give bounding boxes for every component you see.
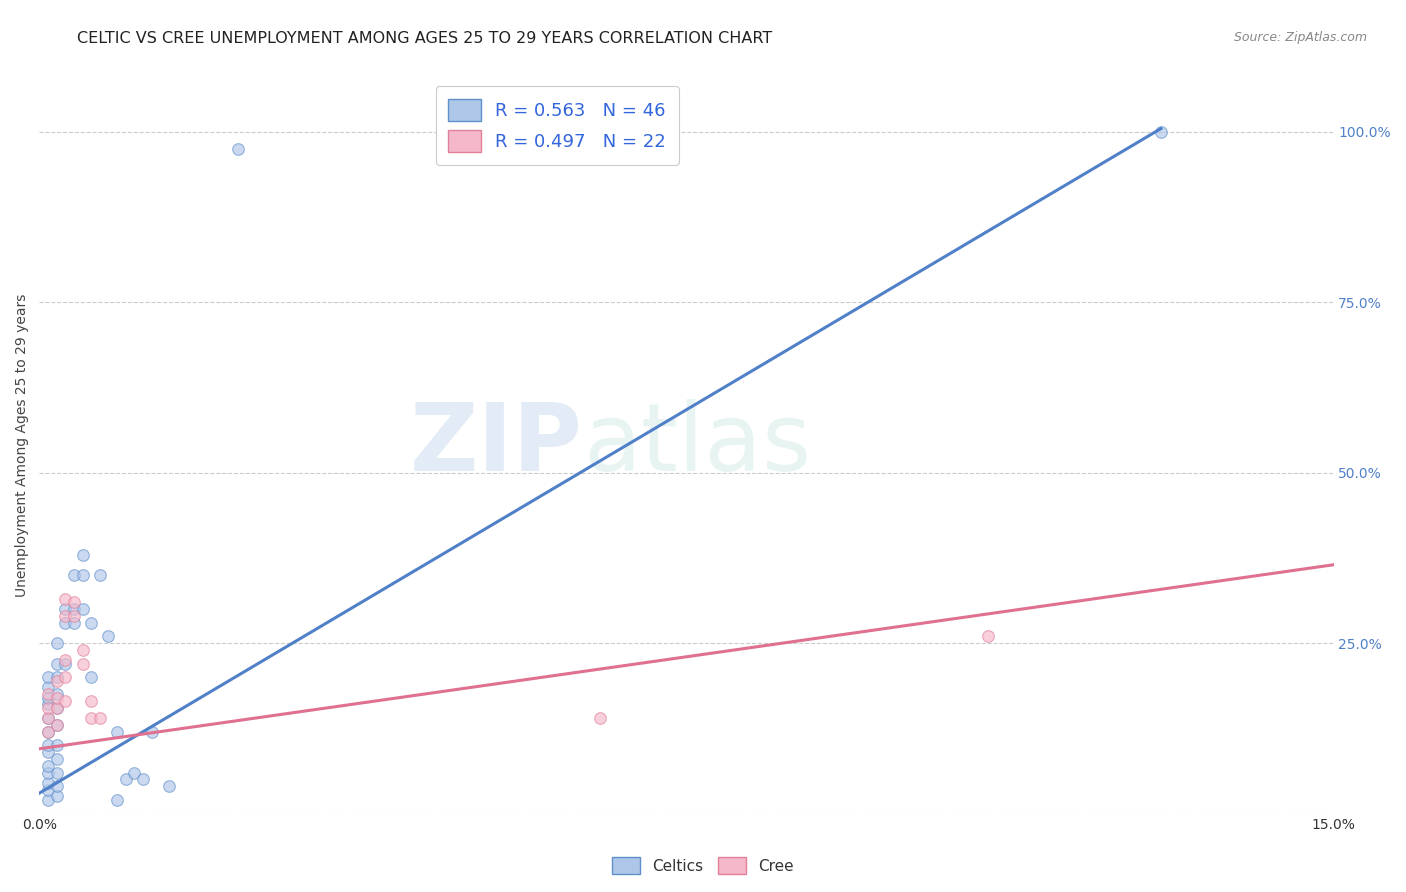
Point: [226, 142, 249, 156]
Point: [45, 673, 67, 688]
Point: [45, 752, 67, 766]
Point: [124, 765, 146, 780]
Point: [80, 670, 103, 684]
Point: [45, 789, 67, 804]
Point: [53, 608, 76, 623]
Point: [72, 548, 94, 562]
Point: [72, 602, 94, 616]
Point: [37, 776, 59, 790]
Point: [53, 657, 76, 671]
Point: [45, 701, 67, 715]
Point: [37, 670, 59, 684]
Point: [72, 657, 94, 671]
Point: [37, 711, 59, 725]
Point: [37, 782, 59, 797]
Point: [105, 724, 128, 739]
Point: [45, 718, 67, 732]
Point: [45, 765, 67, 780]
Point: [45, 690, 67, 705]
Point: [45, 657, 67, 671]
Point: [53, 653, 76, 667]
Point: [80, 711, 103, 725]
Point: [132, 772, 155, 787]
Point: [63, 595, 86, 609]
Point: [45, 718, 67, 732]
Text: ZIP: ZIP: [411, 400, 583, 491]
Text: Source: ZipAtlas.com: Source: ZipAtlas.com: [1233, 31, 1367, 45]
Point: [45, 701, 67, 715]
Point: [80, 694, 103, 708]
Point: [37, 690, 59, 705]
Point: [37, 793, 59, 807]
Point: [37, 701, 59, 715]
Point: [37, 724, 59, 739]
Point: [114, 772, 136, 787]
Legend: R = 0.563   N = 46, R = 0.497   N = 22: R = 0.563 N = 46, R = 0.497 N = 22: [436, 87, 679, 165]
Text: atlas: atlas: [583, 400, 811, 491]
Point: [37, 711, 59, 725]
Point: [37, 724, 59, 739]
Point: [45, 739, 67, 753]
Legend: Celtics, Cree: Celtics, Cree: [606, 851, 800, 880]
Point: [80, 615, 103, 630]
Point: [97, 629, 120, 643]
Point: [37, 739, 59, 753]
Point: [37, 745, 59, 759]
Point: [45, 636, 67, 650]
Point: [37, 765, 59, 780]
Point: [37, 759, 59, 773]
Point: [53, 615, 76, 630]
Point: [157, 779, 180, 793]
Point: [45, 687, 67, 701]
Point: [53, 602, 76, 616]
Point: [37, 681, 59, 695]
Point: [89, 568, 111, 582]
Point: [89, 711, 111, 725]
Point: [53, 694, 76, 708]
Point: [45, 779, 67, 793]
Y-axis label: Unemployment Among Ages 25 to 29 years: Unemployment Among Ages 25 to 29 years: [15, 293, 30, 597]
Point: [63, 602, 86, 616]
Point: [141, 724, 163, 739]
Text: CELTIC VS CREE UNEMPLOYMENT AMONG AGES 25 TO 29 YEARS CORRELATION CHART: CELTIC VS CREE UNEMPLOYMENT AMONG AGES 2…: [77, 31, 772, 46]
Point: [105, 793, 128, 807]
Point: [45, 670, 67, 684]
Point: [63, 615, 86, 630]
Point: [53, 591, 76, 606]
Point: [37, 698, 59, 712]
Point: [53, 670, 76, 684]
Point: [72, 568, 94, 582]
Point: [63, 608, 86, 623]
Point: [63, 568, 86, 582]
Point: [37, 687, 59, 701]
Point: [977, 629, 1000, 643]
Point: [589, 711, 612, 725]
Point: [72, 643, 94, 657]
Point: [1150, 125, 1173, 139]
